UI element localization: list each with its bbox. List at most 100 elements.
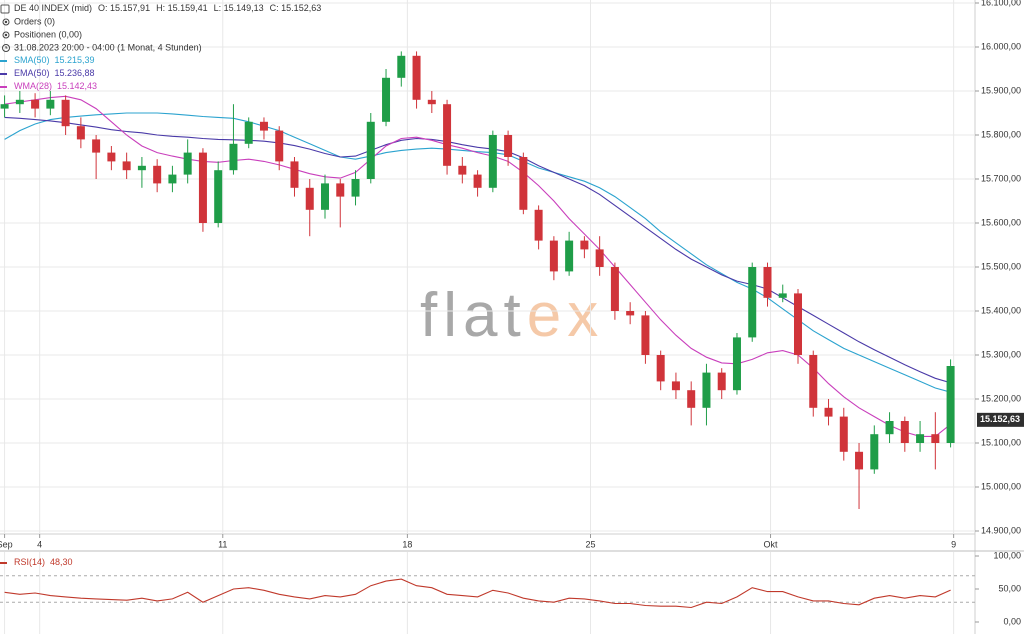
- candle-body: [321, 183, 329, 210]
- candle-body: [153, 165, 162, 184]
- ohlc-label: L: 15.149,13: [214, 3, 264, 13]
- legend-entry: SMA(50) 15.215,39: [14, 55, 95, 65]
- positions-label[interactable]: Positionen (0,00): [14, 29, 82, 39]
- candle-body: [534, 209, 543, 241]
- candle-body: [580, 240, 589, 250]
- line-series: [4, 95, 951, 437]
- legend: SMA(50) 15.215,39 EMA(50) 15.236,88 WMA(28) 1…: [0, 55, 97, 567]
- legend-entry: WMA(28) 15.142,43: [14, 81, 97, 91]
- candle-body: [15, 99, 24, 105]
- candle-body: [366, 121, 375, 179]
- watermark-left: flat: [420, 281, 527, 350]
- header: DE 40 INDEX (mid) O: 15.157,91 H: 15.159,4…: [0, 3, 321, 52]
- orders-icon: [2, 18, 10, 26]
- ohlc-label: C: 15.152,63: [270, 3, 322, 13]
- candle-body: [382, 77, 391, 122]
- candle-body: [488, 135, 497, 188]
- candle-body: [336, 183, 345, 197]
- orders-icon-dot: [4, 20, 8, 24]
- clock-hands: [5, 46, 8, 49]
- candle-body: [61, 99, 70, 127]
- candle-body: [275, 130, 284, 162]
- candle-body: [656, 355, 665, 382]
- candle-body: [137, 165, 146, 171]
- y-tick-label: 15.700,00: [981, 173, 1021, 183]
- x-tick-label: 11: [218, 539, 227, 549]
- candle-body: [76, 126, 85, 140]
- x-tick-label: 4: [37, 539, 42, 549]
- candle-body: [244, 121, 253, 144]
- y-tick-label: 16.000,00: [981, 41, 1021, 51]
- symbol-icon: [0, 4, 10, 14]
- watermark-right: ex: [527, 281, 604, 350]
- y-tick-label: 100,00: [993, 550, 1021, 560]
- y-tick-label: 15.600,00: [981, 217, 1021, 227]
- candle-body: [687, 390, 696, 408]
- candle-body: [443, 104, 452, 166]
- positions-icon-dot: [4, 33, 8, 37]
- instrument-title: DE 40 INDEX (mid): [14, 3, 92, 13]
- ohlc-label: H: 15.159,41: [156, 3, 208, 13]
- candle-body: [946, 366, 955, 443]
- y-tick-label: 15.100,00: [981, 437, 1021, 447]
- candle-body: [839, 416, 848, 452]
- candle-body: [0, 104, 9, 109]
- x-tick-label: 25: [585, 539, 595, 549]
- orders-label[interactable]: Orders (0): [14, 16, 55, 26]
- legend-entry: EMA(50) 15.236,88: [14, 68, 95, 78]
- candle-body: [702, 372, 711, 408]
- candle-body: [916, 434, 925, 443]
- x-tick-label: Sep: [0, 539, 13, 549]
- candle-body: [763, 267, 772, 298]
- y-tick-label: 16.100,00: [981, 0, 1021, 7]
- candle-body: [671, 381, 680, 391]
- candle-body: [107, 152, 116, 162]
- candle-body: [824, 407, 833, 417]
- candle-body: [183, 152, 192, 175]
- line-series: [4, 578, 951, 609]
- candle-body: [885, 421, 894, 435]
- candle-body: [31, 99, 40, 109]
- x-tick-label: Okt: [764, 539, 779, 549]
- x-tick-label: 18: [402, 539, 412, 549]
- candle-body: [931, 434, 940, 443]
- legend-name: SMA(50): [14, 55, 50, 65]
- y-tick-label: 15.300,00: [981, 349, 1021, 359]
- candle-body: [565, 240, 574, 272]
- candle-body: [229, 143, 238, 171]
- positions-icon: [2, 31, 10, 39]
- candle-body: [794, 293, 803, 355]
- ohlc-label: O: 15.157,91: [98, 3, 150, 13]
- x-tick-label: 9: [951, 539, 956, 549]
- candle-body: [717, 372, 726, 391]
- y-tick-label: 15.500,00: [981, 261, 1021, 271]
- header-line: DE 40 INDEX (mid) O: 15.157,91 H: 15.159,4…: [14, 3, 321, 13]
- legend-value: 48,30: [50, 557, 73, 567]
- candle-body: [519, 157, 528, 210]
- candle-body: [549, 240, 558, 272]
- y-tick-label: 15.200,00: [981, 393, 1021, 403]
- candle-body: [504, 135, 513, 157]
- candle-body: [214, 170, 223, 223]
- legend-name: EMA(50): [14, 68, 50, 78]
- candle-body: [809, 355, 818, 408]
- candle-body: [46, 99, 55, 109]
- candle-body: [351, 179, 360, 197]
- candle-body: [595, 249, 604, 267]
- candle-body: [92, 139, 101, 153]
- candle-body: [290, 161, 299, 188]
- candle-body: [458, 165, 467, 175]
- candle-body: [732, 337, 741, 391]
- legend-value: 15.142,43: [57, 81, 97, 91]
- y-tick-label: 15.900,00: [981, 85, 1021, 95]
- candle-body: [412, 55, 421, 100]
- candle-body: [427, 99, 436, 105]
- price-tag-label: 15.152,63: [980, 414, 1020, 424]
- watermark: flatex: [420, 281, 604, 350]
- candle-body: [748, 267, 757, 338]
- candle-body: [626, 311, 635, 316]
- candle-body: [473, 174, 482, 188]
- legend-value: 15.236,88: [55, 68, 95, 78]
